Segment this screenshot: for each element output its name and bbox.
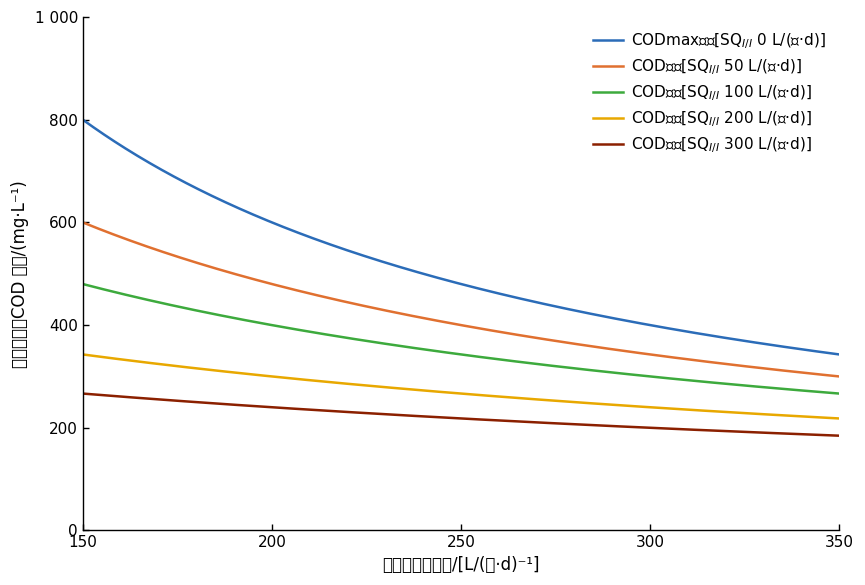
CODmax浓度[SQ$_{I/I}$ 0 L/(人·d)] bbox=[487, 288, 497, 295]
Line: COD浓度[SQ$_{I/I}$ 200 L/(人·d)]: COD浓度[SQ$_{I/I}$ 200 L/(人·d)] bbox=[83, 355, 839, 418]
COD浓度[SQ$_{I/I}$ 50 L/(人·d)] bbox=[834, 373, 844, 380]
CODmax浓度[SQ$_{I/I}$ 0 L/(人·d)] bbox=[437, 276, 447, 283]
CODmax浓度[SQ$_{I/I}$ 0 L/(人·d)] bbox=[698, 331, 708, 338]
Line: COD浓度[SQ$_{I/I}$ 50 L/(人·d)]: COD浓度[SQ$_{I/I}$ 50 L/(人·d)] bbox=[83, 222, 839, 377]
COD浓度[SQ$_{I/I}$ 50 L/(人·d)] bbox=[441, 319, 452, 326]
CODmax浓度[SQ$_{I/I}$ 0 L/(人·d)] bbox=[78, 116, 88, 123]
COD浓度[SQ$_{I/I}$ 50 L/(人·d)] bbox=[78, 219, 88, 226]
COD浓度[SQ$_{I/I}$ 200 L/(人·d)] bbox=[834, 415, 844, 422]
COD浓度[SQ$_{I/I}$ 300 L/(人·d)] bbox=[487, 417, 497, 424]
COD浓度[SQ$_{I/I}$ 50 L/(人·d)] bbox=[528, 334, 538, 341]
COD浓度[SQ$_{I/I}$ 200 L/(人·d)] bbox=[78, 351, 88, 358]
Line: COD浓度[SQ$_{I/I}$ 300 L/(人·d)]: COD浓度[SQ$_{I/I}$ 300 L/(人·d)] bbox=[83, 394, 839, 436]
COD浓度[SQ$_{I/I}$ 100 L/(人·d)] bbox=[698, 378, 708, 385]
CODmax浓度[SQ$_{I/I}$ 0 L/(人·d)] bbox=[834, 351, 844, 358]
COD浓度[SQ$_{I/I}$ 300 L/(人·d)] bbox=[698, 426, 708, 433]
COD浓度[SQ$_{I/I}$ 100 L/(人·d)] bbox=[437, 349, 447, 356]
COD浓度[SQ$_{I/I}$ 200 L/(人·d)] bbox=[437, 388, 447, 395]
CODmax浓度[SQ$_{I/I}$ 0 L/(人·d)] bbox=[816, 349, 826, 356]
COD浓度[SQ$_{I/I}$ 100 L/(人·d)] bbox=[487, 355, 497, 362]
COD浓度[SQ$_{I/I}$ 100 L/(人·d)] bbox=[78, 281, 88, 288]
COD浓度[SQ$_{I/I}$ 100 L/(人·d)] bbox=[441, 349, 452, 356]
COD浓度[SQ$_{I/I}$ 300 L/(人·d)] bbox=[834, 432, 844, 439]
COD浓度[SQ$_{I/I}$ 200 L/(人·d)] bbox=[816, 414, 826, 421]
COD浓度[SQ$_{I/I}$ 50 L/(人·d)] bbox=[698, 357, 708, 364]
Line: CODmax浓度[SQ$_{I/I}$ 0 L/(人·d)]: CODmax浓度[SQ$_{I/I}$ 0 L/(人·d)] bbox=[83, 120, 839, 355]
COD浓度[SQ$_{I/I}$ 300 L/(人·d)] bbox=[437, 414, 447, 421]
COD浓度[SQ$_{I/I}$ 300 L/(人·d)] bbox=[78, 390, 88, 397]
Y-axis label: 管网内污水COD 浓度/(mg·L⁻¹): 管网内污水COD 浓度/(mg·L⁻¹) bbox=[11, 180, 29, 367]
CODmax浓度[SQ$_{I/I}$ 0 L/(人·d)] bbox=[528, 298, 538, 305]
COD浓度[SQ$_{I/I}$ 50 L/(人·d)] bbox=[816, 371, 826, 378]
CODmax浓度[SQ$_{I/I}$ 0 L/(人·d)] bbox=[441, 277, 452, 284]
COD浓度[SQ$_{I/I}$ 200 L/(人·d)] bbox=[698, 407, 708, 414]
COD浓度[SQ$_{I/I}$ 100 L/(人·d)] bbox=[816, 388, 826, 395]
COD浓度[SQ$_{I/I}$ 50 L/(人·d)] bbox=[437, 318, 447, 325]
COD浓度[SQ$_{I/I}$ 100 L/(人·d)] bbox=[834, 390, 844, 397]
COD浓度[SQ$_{I/I}$ 300 L/(人·d)] bbox=[441, 414, 452, 421]
Line: COD浓度[SQ$_{I/I}$ 100 L/(人·d)]: COD浓度[SQ$_{I/I}$ 100 L/(人·d)] bbox=[83, 284, 839, 394]
COD浓度[SQ$_{I/I}$ 200 L/(人·d)] bbox=[441, 389, 452, 396]
COD浓度[SQ$_{I/I}$ 200 L/(人·d)] bbox=[528, 395, 538, 402]
COD浓度[SQ$_{I/I}$ 50 L/(人·d)] bbox=[487, 327, 497, 334]
Legend: CODmax浓度[SQ$_{I/I}$ 0 L/(人·d)], COD浓度[SQ$_{I/I}$ 50 L/(人·d)], COD浓度[SQ$_{I/I}$ 1: CODmax浓度[SQ$_{I/I}$ 0 L/(人·d)], COD浓度[SQ… bbox=[586, 25, 832, 161]
X-axis label: 个人综合用水量/[L/(人·d)⁻¹]: 个人综合用水量/[L/(人·d)⁻¹] bbox=[382, 556, 540, 574]
COD浓度[SQ$_{I/I}$ 300 L/(人·d)] bbox=[816, 432, 826, 439]
COD浓度[SQ$_{I/I}$ 300 L/(人·d)] bbox=[528, 419, 538, 426]
COD浓度[SQ$_{I/I}$ 200 L/(人·d)] bbox=[487, 393, 497, 400]
COD浓度[SQ$_{I/I}$ 100 L/(人·d)] bbox=[528, 360, 538, 367]
